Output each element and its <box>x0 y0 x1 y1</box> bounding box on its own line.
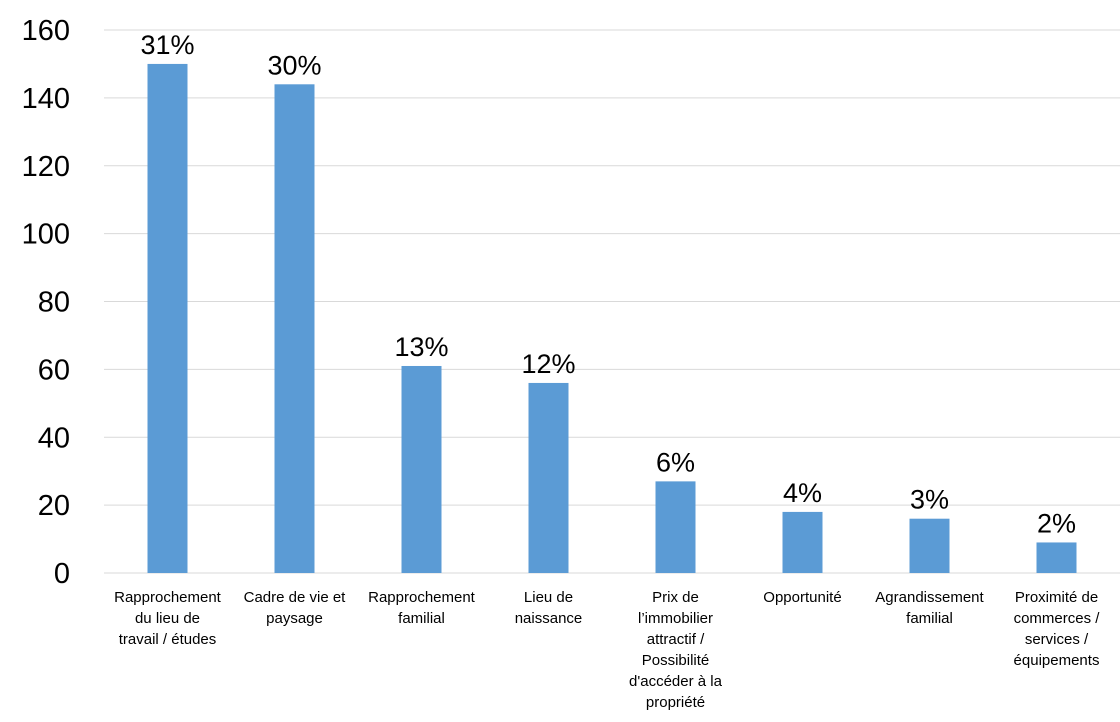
x-tick-label-line: naissance <box>515 610 583 627</box>
x-tick-label: Proximité de commerces / services / équipem… <box>1014 589 1101 669</box>
y-tick-label: 40 <box>38 422 70 454</box>
x-tick-label-line: du lieu de <box>135 610 200 627</box>
y-tick-label: 80 <box>38 287 70 319</box>
x-tick-label-line: d'accéder à la <box>629 673 723 690</box>
y-tick-label: 100 <box>22 219 70 251</box>
data-label: 12% <box>521 349 575 379</box>
x-tick-label-line: propriété <box>646 694 705 711</box>
x-tick-label: Agrandissement familial <box>875 589 984 627</box>
x-tick-label: Rapprochement du lieu de travail / études <box>114 589 222 648</box>
y-axis-ticks: 0 20 40 60 80 100 120 140 160 <box>22 15 70 590</box>
bar <box>1036 542 1077 573</box>
y-tick-label: 60 <box>38 354 70 386</box>
x-tick-label-line: commerces / <box>1014 610 1101 627</box>
data-label: 2% <box>1037 508 1076 538</box>
x-tick-label-line: Possibilité <box>642 652 710 669</box>
x-tick-label-line: l’immobilier <box>638 610 713 627</box>
bar <box>528 382 569 573</box>
data-label: 6% <box>656 447 695 477</box>
x-tick-label-line: Rapprochement <box>114 589 222 606</box>
x-tick-label-line: familial <box>398 610 445 627</box>
y-tick-label: 20 <box>38 490 70 522</box>
x-tick-label-line: Cadre de vie et <box>244 589 347 606</box>
x-tick-label-line: Opportunité <box>763 589 841 606</box>
bar <box>782 511 823 573</box>
x-tick-label-line: travail / études <box>119 631 217 648</box>
y-tick-label: 0 <box>54 558 70 590</box>
x-tick-label: Cadre de vie et paysage <box>244 589 347 627</box>
x-tick-label: Prix de l’immobilier attractif / Possibilit… <box>629 589 723 711</box>
y-tick-label: 120 <box>22 151 70 183</box>
x-tick-label-line: services / <box>1025 631 1089 648</box>
y-tick-label: 140 <box>22 83 70 115</box>
x-tick-label-line: Proximité de <box>1015 589 1098 606</box>
x-tick-label-line: attractif / <box>647 631 705 648</box>
bar <box>147 63 188 573</box>
bar <box>655 481 696 573</box>
data-labels: 31% 30% 13% 12% 6% 4% 3% 2% <box>140 30 1076 539</box>
bars <box>147 63 1077 574</box>
data-label: 13% <box>394 332 448 362</box>
x-axis-labels: Rapprochement du lieu de travail / études C… <box>114 589 1100 711</box>
x-tick-label: Lieu de naissance <box>515 589 583 627</box>
y-tick-label: 160 <box>22 15 70 47</box>
x-tick-label-line: Agrandissement <box>875 589 984 606</box>
data-label: 30% <box>267 50 321 80</box>
x-tick-label-line: Lieu de <box>524 589 573 606</box>
x-tick-label: Rapprochement familial <box>368 589 476 627</box>
gridlines <box>104 29 1120 574</box>
x-tick-label-line: Prix de <box>652 589 699 606</box>
data-label: 3% <box>910 485 949 515</box>
data-label: 31% <box>140 30 194 60</box>
x-tick-label: Opportunité <box>763 589 841 606</box>
bar <box>274 84 315 574</box>
x-tick-label-line: Rapprochement <box>368 589 476 606</box>
bar <box>401 365 442 573</box>
x-tick-label-line: équipements <box>1014 652 1100 669</box>
bar <box>909 518 950 573</box>
data-label: 4% <box>783 478 822 508</box>
x-tick-label-line: familial <box>906 610 953 627</box>
x-tick-label-line: paysage <box>266 610 323 627</box>
